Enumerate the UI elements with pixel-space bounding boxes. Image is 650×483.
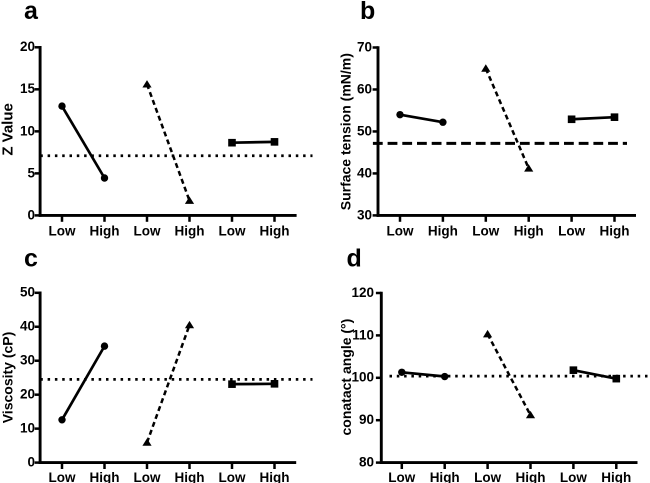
svg-text:conatact angle (°): conatact angle (°) [338,319,354,436]
svg-text:High: High [90,470,120,483]
svg-text:b: b [360,0,375,25]
svg-text:100: 100 [351,370,374,385]
svg-text:30: 30 [357,207,372,222]
svg-text:80: 80 [359,455,374,470]
svg-text:5: 5 [27,165,35,180]
svg-text:70: 70 [357,39,372,54]
svg-text:90: 90 [359,412,374,427]
svg-text:High: High [90,223,120,238]
svg-text:0: 0 [27,455,35,470]
svg-text:d: d [347,244,362,272]
svg-text:20: 20 [20,39,35,54]
svg-text:High: High [601,470,631,483]
svg-text:Low: Low [134,470,161,483]
svg-text:110: 110 [352,327,374,342]
svg-text:10: 10 [20,123,35,138]
svg-text:Low: Low [472,223,499,238]
svg-text:50: 50 [20,285,35,300]
svg-text:High: High [175,223,205,238]
svg-text:50: 50 [357,123,372,138]
svg-text:30: 30 [20,353,35,368]
svg-text:15: 15 [20,81,36,96]
svg-text:Viscosity (cP): Viscosity (cP) [0,332,15,424]
svg-text:Z Value: Z Value [0,103,16,156]
svg-text:High: High [514,223,544,238]
svg-text:40: 40 [357,165,372,180]
svg-text:10: 10 [20,421,35,436]
svg-text:High: High [516,470,546,483]
svg-text:20: 20 [20,387,35,402]
svg-text:Low: Low [219,223,246,238]
svg-text:High: High [260,470,290,483]
svg-text:Low: Low [387,223,414,238]
svg-text:Low: Low [219,470,246,483]
svg-text:Surface tension (mN/m): Surface tension (mN/m) [337,53,353,210]
svg-text:High: High [175,470,205,483]
svg-text:Low: Low [49,470,76,483]
svg-text:Low: Low [49,223,76,238]
svg-text:40: 40 [20,319,35,334]
svg-text:Low: Low [558,223,585,238]
svg-text:Low: Low [474,470,501,483]
svg-text:Low: Low [388,470,415,483]
svg-text:Low: Low [560,470,587,483]
svg-text:120: 120 [351,285,374,300]
svg-text:High: High [600,223,630,238]
svg-text:c: c [24,245,38,273]
svg-text:60: 60 [357,81,372,96]
svg-text:High: High [428,223,458,238]
svg-text:High: High [430,470,460,483]
svg-text:a: a [24,0,39,25]
svg-text:0: 0 [27,207,35,222]
svg-text:Low: Low [134,223,161,238]
svg-text:High: High [260,223,290,238]
